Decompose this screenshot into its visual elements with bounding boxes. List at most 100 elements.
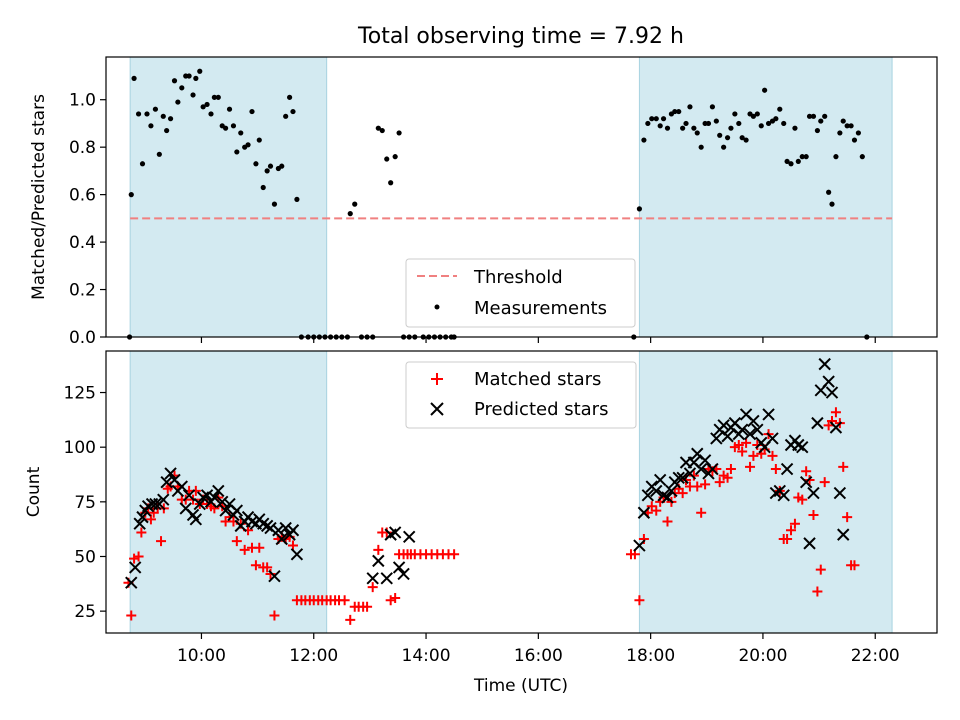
- x-tick-label: 10:00: [177, 646, 226, 666]
- chart-title: Total observing time = 7.92 h: [357, 24, 684, 49]
- predicted-star-point: [799, 475, 813, 489]
- legend-measurements-label: Measurements: [474, 298, 607, 319]
- matched-star-point: [801, 466, 812, 477]
- matched-star-point: [345, 614, 356, 625]
- matched-star-point: [770, 464, 781, 475]
- measurement-point: [683, 120, 689, 127]
- matched-star-point: [646, 501, 657, 512]
- measurement-point: [164, 127, 170, 134]
- y-tick-label: 0.2: [69, 281, 96, 301]
- matched-star-point: [745, 461, 756, 472]
- measurement-point: [649, 116, 655, 122]
- predicted-star-point: [676, 471, 689, 484]
- matched-star-point: [677, 488, 688, 499]
- matched-star-point: [789, 518, 800, 529]
- legend-predicted-swatch: [430, 402, 444, 416]
- measurement-point: [253, 161, 259, 167]
- matched-star-point: [819, 477, 830, 488]
- predicted-star-points: [125, 357, 850, 589]
- x-tick-label: 12:00: [289, 646, 338, 666]
- matched-star-point: [239, 544, 250, 555]
- measurement-point: [279, 163, 285, 169]
- predicted-star-point: [182, 489, 196, 502]
- predicted-star-point: [366, 572, 379, 585]
- measurement-point: [271, 201, 278, 207]
- measurement-point: [375, 125, 381, 131]
- observing-window-2: [638, 350, 893, 634]
- measurement-point: [709, 104, 716, 110]
- predicted-star-point: [164, 467, 177, 480]
- measurement-point: [765, 120, 772, 127]
- measurement-point: [844, 123, 850, 129]
- measurement-point: [687, 104, 693, 110]
- measurement-point: [859, 154, 865, 160]
- x-tick-label: 16:00: [514, 646, 563, 666]
- measurement-point: [672, 108, 678, 115]
- legend-predicted-label: Predicted stars: [474, 399, 608, 420]
- predicted-star-point: [230, 504, 244, 517]
- predicted-star-point: [380, 572, 393, 585]
- predicted-star-point: [125, 576, 138, 589]
- predicted-star-point: [200, 489, 214, 502]
- matched-star-point: [385, 595, 396, 606]
- legend-measurements-swatch: [434, 304, 440, 310]
- measurement-point: [641, 137, 647, 143]
- measurement-point: [396, 130, 402, 136]
- measurement-point: [705, 120, 712, 127]
- matched-star-point: [449, 549, 460, 560]
- measurement-point: [664, 125, 671, 131]
- predicted-star-point: [275, 532, 288, 546]
- measurement-point: [855, 130, 861, 136]
- predicted-star-point: [777, 489, 790, 502]
- matched-star-point: [786, 525, 797, 536]
- measurement-point: [238, 130, 244, 136]
- measurement-point: [211, 94, 217, 100]
- measurement-point: [256, 137, 262, 143]
- observing-windows: [129, 350, 893, 634]
- matched-star-point: [269, 610, 280, 621]
- top-legend-box: [405, 258, 636, 328]
- measurement-point: [128, 192, 134, 198]
- matched-star-point: [849, 560, 860, 571]
- predicted-star-point: [698, 454, 712, 467]
- matched-star-point: [390, 593, 401, 604]
- measurement-point: [713, 118, 719, 124]
- measurement-point: [175, 99, 181, 105]
- measurement-point: [762, 87, 768, 93]
- y-tick-label: 0.6: [69, 186, 96, 206]
- measurement-point: [736, 120, 742, 127]
- top-y-axis-label: Matched/Predicted stars: [29, 94, 49, 300]
- matched-star-point: [838, 461, 849, 472]
- matched-star-point: [842, 512, 853, 523]
- observing-windows: [129, 56, 893, 338]
- matched-star-point: [812, 586, 823, 597]
- bottom-legend-box: [405, 361, 637, 429]
- measurement-point: [249, 108, 255, 115]
- measurement-point: [636, 206, 643, 212]
- predicted-star-point: [710, 432, 723, 445]
- y-tick-label: 25: [74, 602, 96, 622]
- measurement-point: [186, 73, 192, 79]
- matched-star-point: [752, 440, 763, 450]
- measurement-point: [717, 132, 723, 138]
- measurement-point: [144, 111, 150, 117]
- predicted-star-point: [637, 506, 651, 519]
- matched-star-point: [634, 595, 645, 606]
- predicted-star-point: [762, 408, 775, 421]
- top-axes-frame: [105, 56, 938, 338]
- measurement-point: [197, 68, 203, 74]
- matched-star-point: [287, 540, 298, 551]
- predicted-star-point: [392, 561, 406, 574]
- measurement-point: [352, 201, 358, 207]
- predicted-star-point: [641, 489, 655, 502]
- measurement-point: [773, 116, 779, 122]
- measurement-point: [152, 106, 159, 112]
- measurement-point: [131, 75, 137, 81]
- matched-star-point: [782, 534, 793, 544]
- matched-star-point: [129, 553, 140, 564]
- predicted-star-point: [803, 537, 816, 550]
- matched-star-point: [381, 527, 392, 538]
- matched-star-point: [156, 536, 167, 547]
- measurement-point: [728, 125, 734, 131]
- predicted-star-point: [706, 462, 719, 476]
